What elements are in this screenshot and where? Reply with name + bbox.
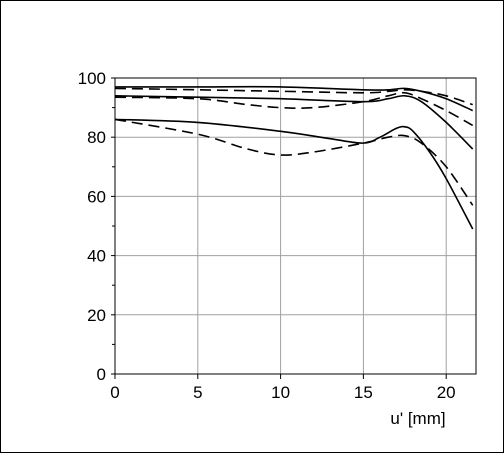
x-tick-label: 10 [271,383,290,402]
x-tick-label: 5 [193,383,202,402]
x-axis: 0 5 10 15 20 [110,374,456,402]
x-axis-title: u' [mm] [390,409,445,428]
y-tick-label: 100 [78,69,106,88]
x-tick-label: 20 [437,383,456,402]
series-line-2 [114,87,473,106]
y-tick-label: 40 [87,247,106,266]
series-line-5 [114,118,474,230]
series-line-4 [114,91,474,127]
x-tick-label: 0 [110,383,119,402]
series-line-1 [115,85,474,112]
y-tick-label: 20 [87,306,106,325]
y-tick-label: 80 [87,128,106,147]
series-line-3 [114,94,474,150]
y-tick-label: 60 [87,187,106,206]
series-layer [114,85,474,230]
y-tick-label: 0 [97,365,106,384]
plot-area [115,78,476,374]
x-tick-label: 15 [354,383,373,402]
y-axis: 0 20 40 60 80 100 [78,69,115,384]
